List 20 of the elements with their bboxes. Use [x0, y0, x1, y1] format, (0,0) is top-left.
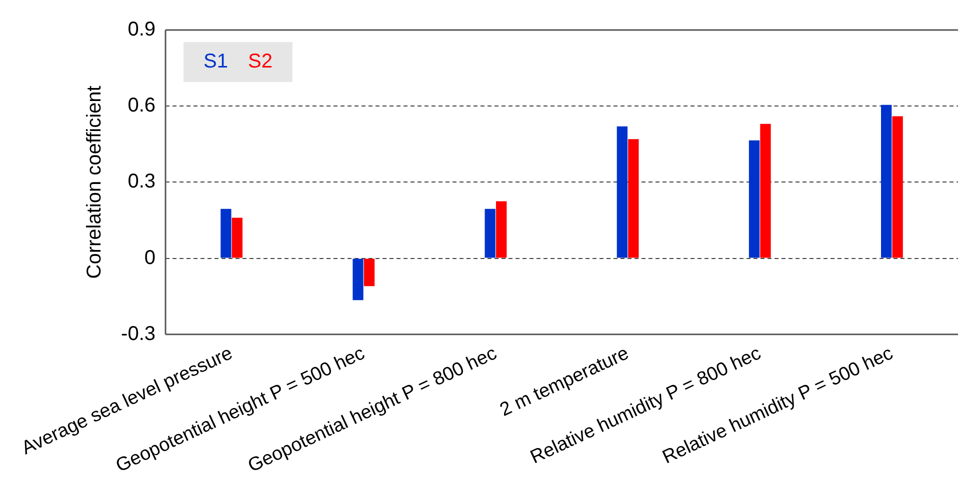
bar: [364, 258, 375, 286]
y-tick-label: 0.3: [128, 170, 156, 193]
bar: [220, 208, 232, 258]
bar: [628, 139, 639, 258]
y-tick-label: -0.3: [121, 322, 156, 345]
bar: [748, 140, 760, 258]
bar: [232, 218, 243, 258]
text: S1: [204, 50, 228, 73]
bar: [892, 116, 903, 258]
bar: [352, 258, 364, 300]
bar: [616, 126, 628, 258]
bar: [881, 104, 892, 258]
bar: [484, 208, 496, 258]
y-tick-label: 0.6: [128, 94, 156, 117]
bar: [496, 201, 507, 258]
y-axis-title: Correlation coefficient: [84, 85, 106, 279]
y-tick-label: 0: [144, 246, 156, 269]
bar: [760, 124, 771, 258]
y-tick-label: 0.9: [128, 18, 156, 41]
text: S2: [248, 50, 272, 73]
